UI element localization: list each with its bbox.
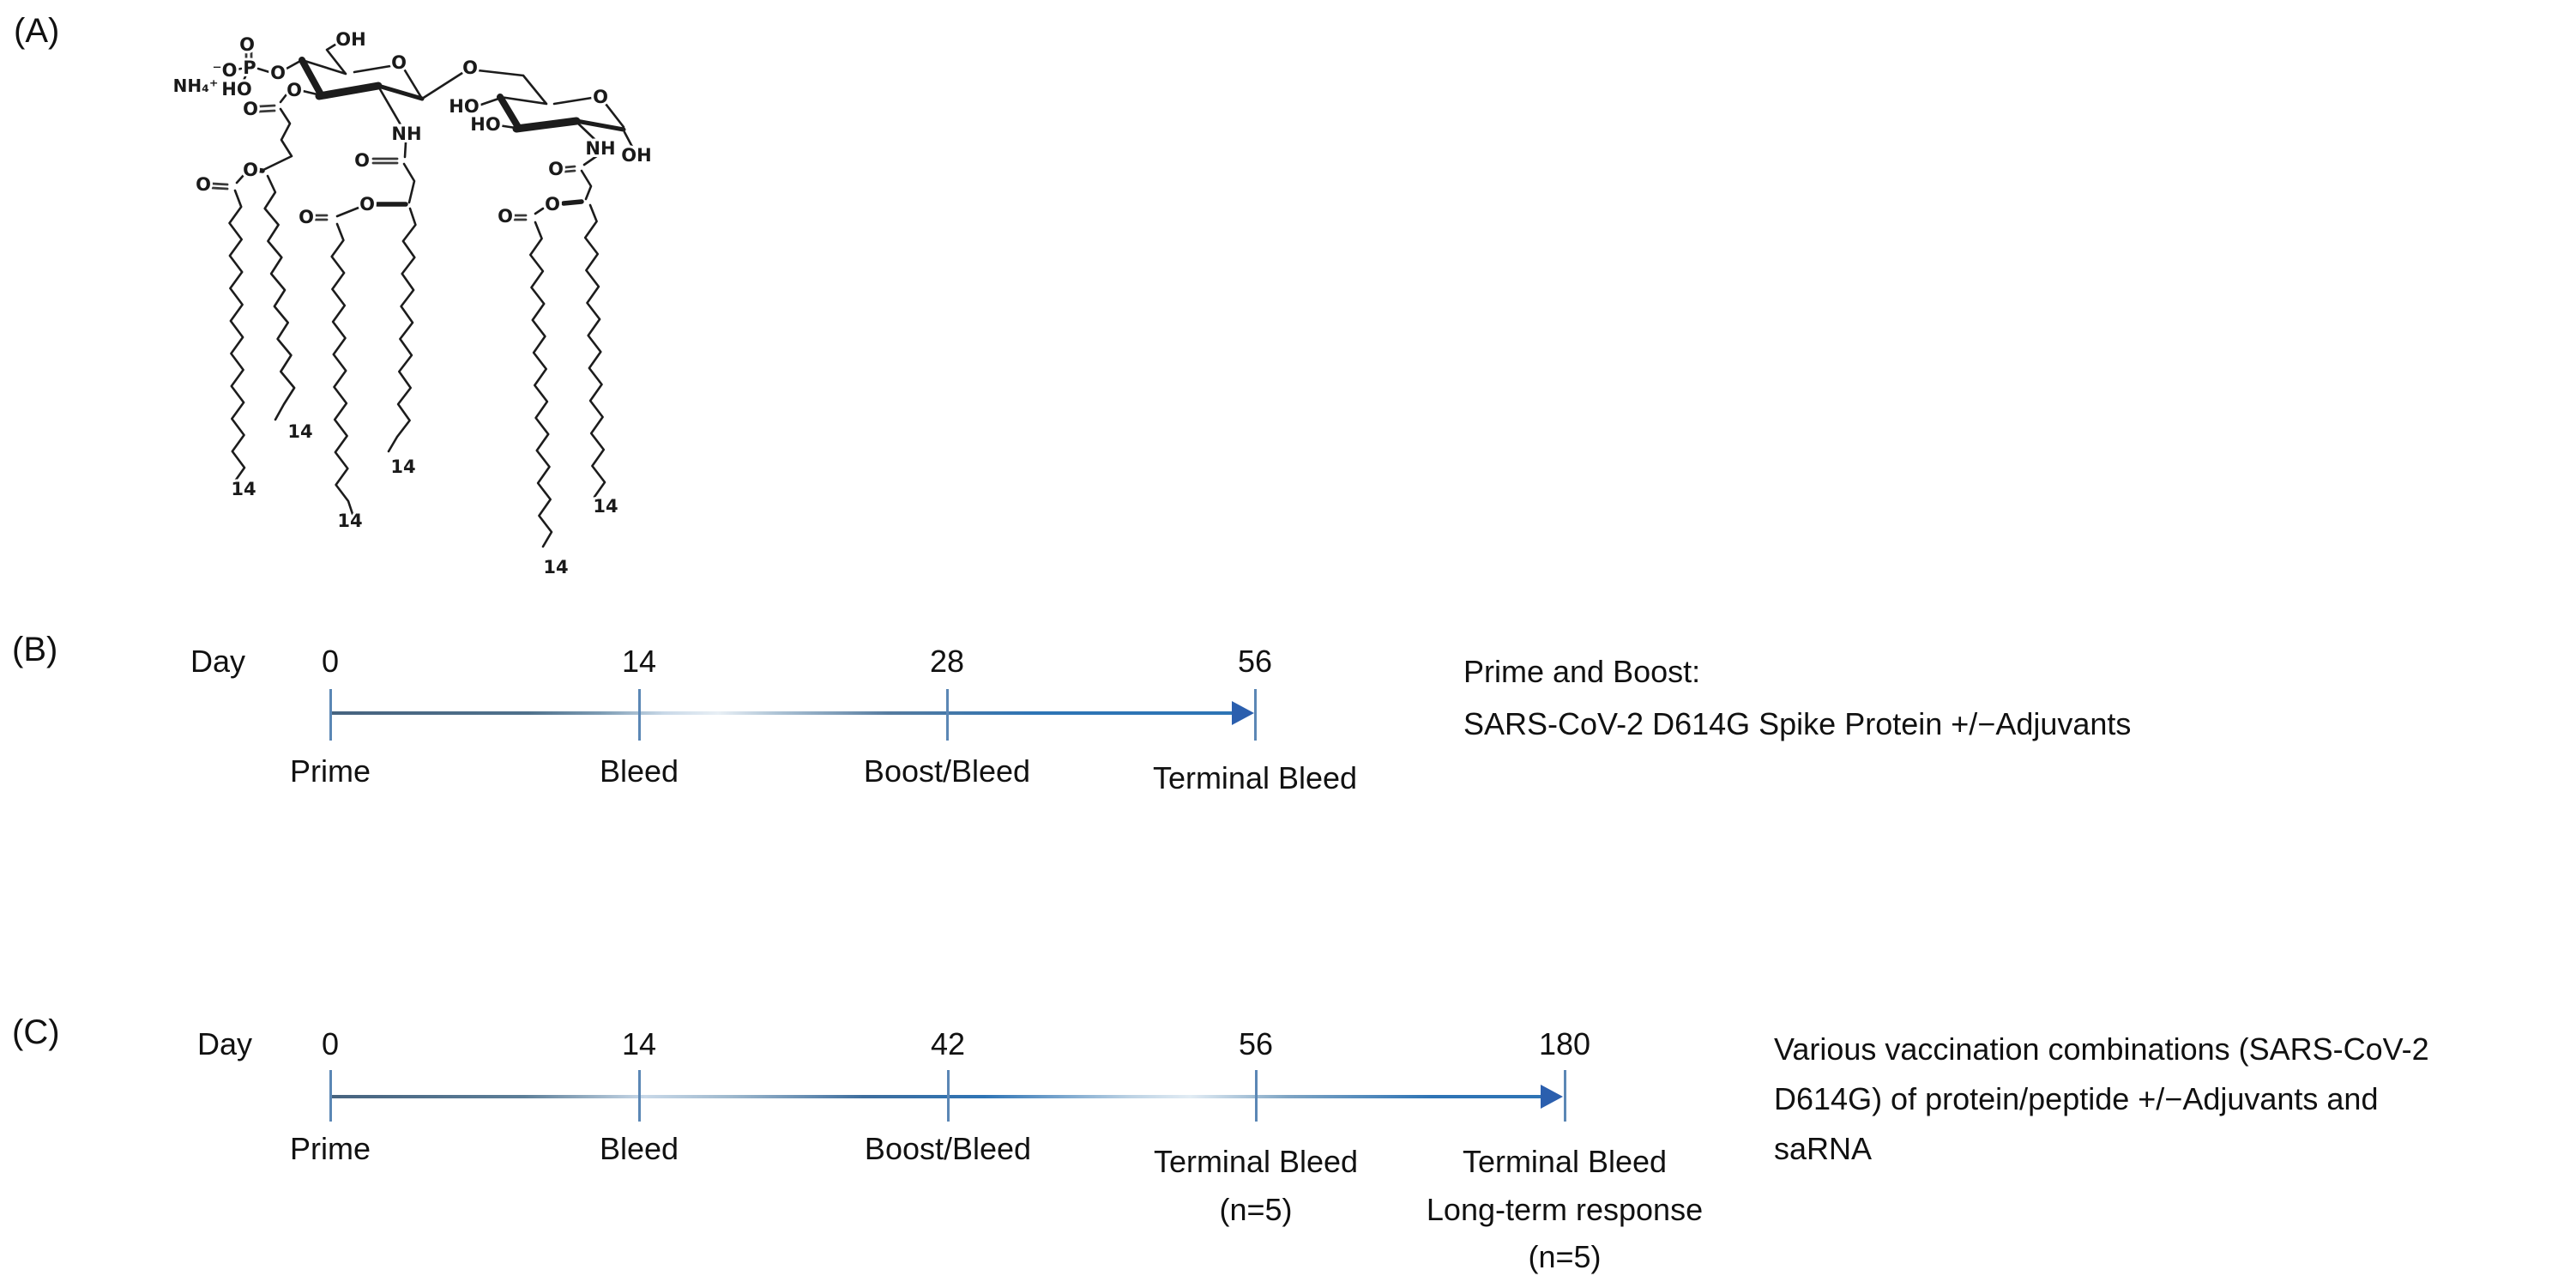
tick-mark xyxy=(638,689,641,741)
tick-mark xyxy=(329,1070,332,1122)
chain-length-label: 14 xyxy=(593,496,618,517)
atom-label: HO xyxy=(221,79,251,100)
atom-label: O xyxy=(196,174,211,195)
panel-b-label: (B) xyxy=(12,631,58,668)
tick-day-number: 0 xyxy=(321,1026,340,1061)
tick-day-number: 0 xyxy=(321,644,340,679)
tick-event-sublabel: Long-term response xyxy=(1426,1192,1704,1227)
panel-c-description-line2: D614G) of protein/peptide +/−Adjuvants a… xyxy=(1774,1081,2379,1116)
panel-b-description: Prime and Boost: SARS-CoV-2 D614G Spike … xyxy=(1463,645,2131,750)
panel-b-arrowhead-icon xyxy=(1232,701,1254,725)
acyl-chain-zigzag xyxy=(330,222,355,518)
chain-length-label: 14 xyxy=(231,479,256,499)
tick-event-label: Prime xyxy=(289,1131,371,1166)
tick-mark xyxy=(1255,1070,1258,1122)
tick-event-sublabel2: (n=5) xyxy=(1528,1239,1602,1274)
panel-c-arrowhead-icon xyxy=(1541,1085,1563,1109)
tick-mark xyxy=(329,689,332,741)
chain-length-label: 14 xyxy=(543,557,568,578)
tick-event-label: Bleed xyxy=(599,753,679,789)
tick-day-number: 56 xyxy=(1237,644,1273,679)
tick-event-label: Prime xyxy=(289,753,371,789)
panel-c-timeline-arrow-line xyxy=(330,1095,1541,1098)
atom-label: OH xyxy=(335,29,365,50)
atom-label: O xyxy=(354,150,370,171)
tick-event-label: Boost/Bleed xyxy=(864,1131,1032,1166)
atom-label: O xyxy=(462,57,478,78)
tick-day-number: 14 xyxy=(621,644,657,679)
tick-mark xyxy=(946,689,949,741)
acyl-chain-zigzag xyxy=(228,189,246,484)
chain-length-label: 14 xyxy=(390,457,415,477)
atom-label: NH xyxy=(585,138,615,159)
atom-label: O xyxy=(270,63,286,83)
tick-day-number: 180 xyxy=(1538,1026,1591,1061)
atom-label: O xyxy=(593,87,608,107)
atom-label: O xyxy=(548,159,564,179)
atom-label: OH xyxy=(621,145,651,166)
atom-label: ⁻O xyxy=(213,60,238,81)
acyl-chain-zigzag xyxy=(583,203,606,499)
atom-label: O xyxy=(545,194,560,215)
tick-event-label: Terminal Bleed xyxy=(1153,1144,1359,1179)
atom-label: NH xyxy=(391,124,421,144)
atom-label: O xyxy=(287,80,302,100)
atom-label: HO xyxy=(470,114,500,135)
tick-day-number: 56 xyxy=(1238,1026,1274,1061)
atom-label: HO xyxy=(449,96,479,117)
tick-event-label: Boost/Bleed xyxy=(863,753,1031,789)
panel-a-label: (A) xyxy=(14,12,60,50)
atom-label: O xyxy=(498,206,513,227)
tick-day-number: 42 xyxy=(930,1026,966,1061)
atom-label: O xyxy=(391,52,407,73)
acyl-chains xyxy=(228,174,606,548)
panel-b-description-line1: Prime and Boost: xyxy=(1463,654,1701,689)
chain-length-label: 14 xyxy=(287,421,312,442)
atom-label: O xyxy=(243,99,258,119)
tick-day-number: 14 xyxy=(621,1026,657,1061)
acyl-chain-zigzag xyxy=(263,174,296,421)
panel-c-label: (C) xyxy=(12,1013,60,1051)
atom-label: O xyxy=(299,207,314,227)
acyl-chain-zigzag xyxy=(529,221,553,548)
tick-mark xyxy=(638,1070,641,1122)
atom-label: O xyxy=(243,160,258,180)
panel-b-timeline-arrow-line xyxy=(330,711,1233,715)
panel-b-day-axis-label: Day xyxy=(190,644,246,679)
tick-event-label: Terminal Bleed xyxy=(1152,760,1358,795)
molecule-bonds xyxy=(211,41,634,548)
atom-label: O xyxy=(239,34,255,55)
tick-mark xyxy=(947,1070,950,1122)
tick-event-label: Terminal Bleed xyxy=(1462,1144,1668,1179)
panel-c-description: Various vaccination combinations (SARS-C… xyxy=(1774,1025,2429,1174)
panel-c-description-line1: Various vaccination combinations (SARS-C… xyxy=(1774,1031,2429,1067)
acyl-chain-zigzag xyxy=(387,207,417,453)
atom-label: O xyxy=(359,194,375,215)
tick-mark xyxy=(1564,1070,1566,1122)
tick-event-sublabel: (n=5) xyxy=(1219,1192,1293,1227)
tick-event-label: Bleed xyxy=(599,1131,679,1166)
panel-b-description-line2: SARS-CoV-2 D614G Spike Protein +/−Adjuva… xyxy=(1463,706,2132,741)
tick-day-number: 28 xyxy=(929,644,965,679)
atom-label: NH₄⁺ xyxy=(173,76,219,96)
panel-c-description-line3: saRNA xyxy=(1774,1131,1873,1166)
chain-length-label: 14 xyxy=(337,511,362,531)
tick-mark xyxy=(1254,689,1257,741)
panel-c-day-axis-label: Day xyxy=(197,1026,253,1061)
atom-label: P xyxy=(243,57,256,78)
